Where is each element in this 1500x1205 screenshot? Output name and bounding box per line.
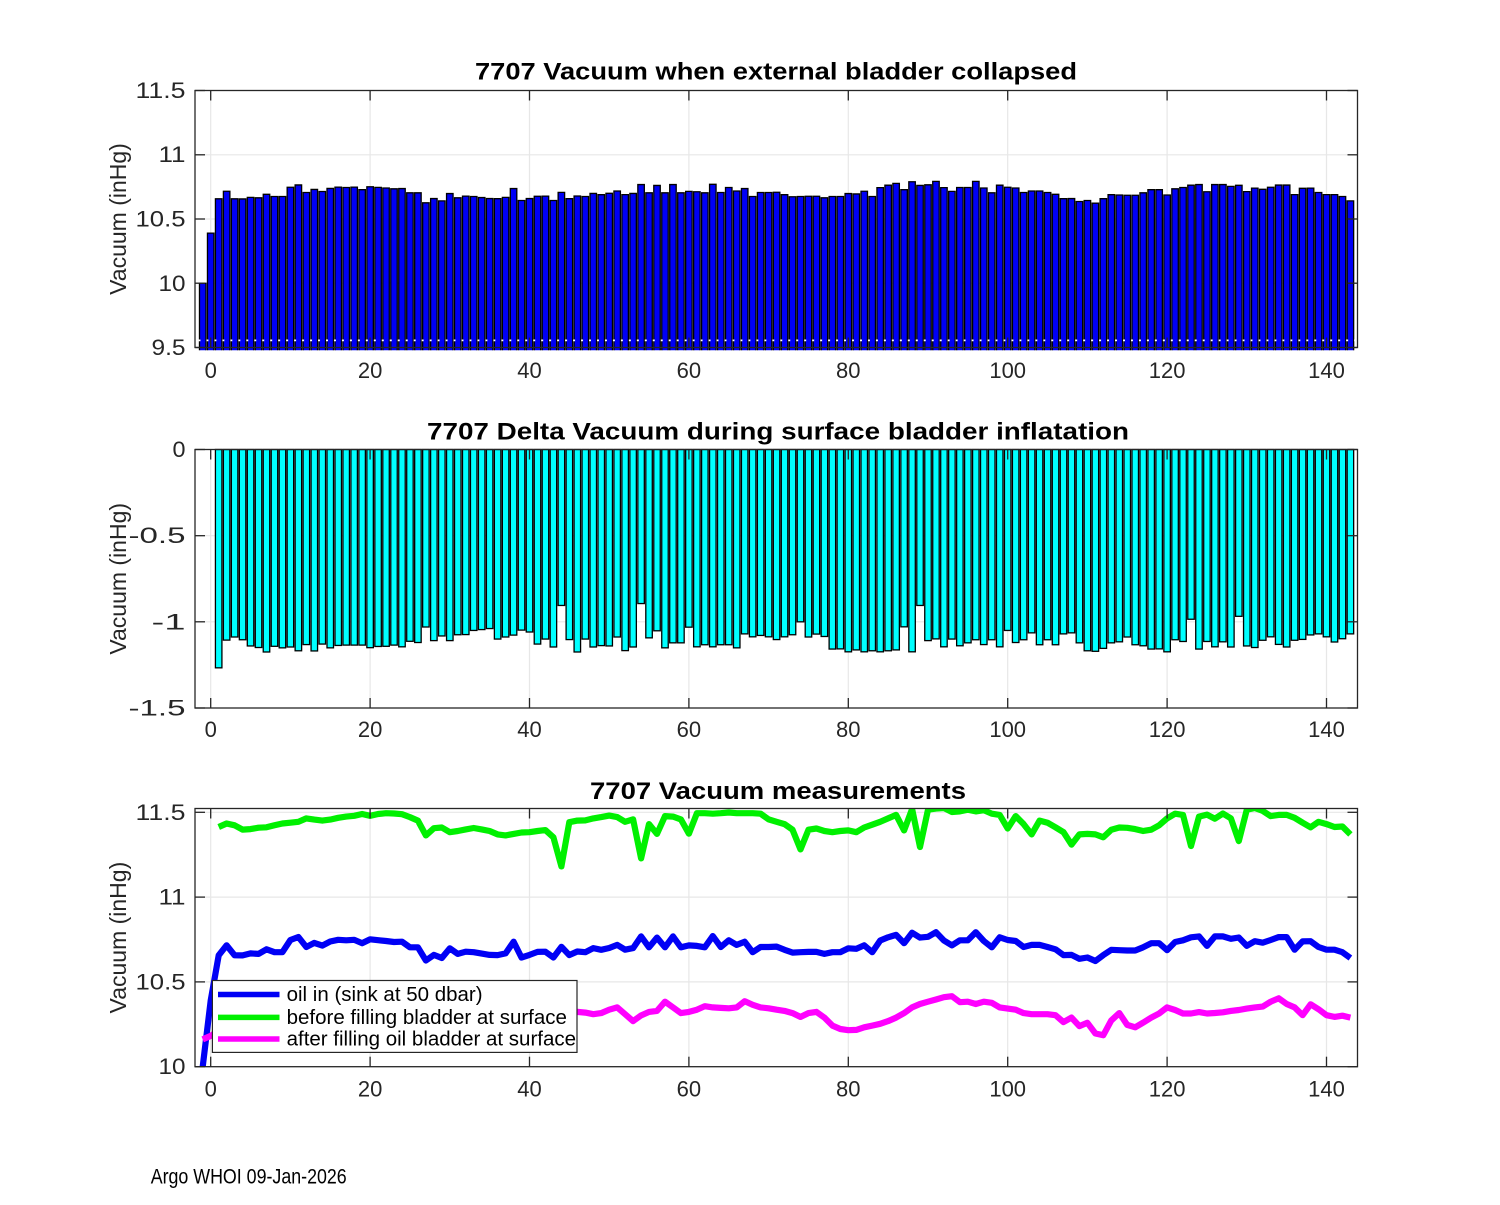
svg-text:-1.5: -1.5: [129, 696, 186, 721]
svg-text:Vacuum (inHg): Vacuum (inHg): [105, 143, 131, 295]
svg-text:10.5: 10.5: [136, 207, 186, 232]
svg-text:140: 140: [1308, 1077, 1345, 1102]
svg-text:before filling bladder at surf: before filling bladder at surface: [287, 1006, 567, 1029]
svg-text:120: 120: [1149, 717, 1186, 742]
svg-text:-1: -1: [152, 609, 186, 634]
svg-text:0: 0: [205, 1077, 217, 1102]
svg-text:7707 Vacuum when external blad: 7707 Vacuum when external bladder collap…: [475, 59, 1077, 86]
svg-text:10.5: 10.5: [136, 969, 186, 994]
svg-text:120: 120: [1149, 358, 1186, 383]
svg-text:11: 11: [159, 142, 186, 167]
svg-text:80: 80: [836, 717, 860, 742]
svg-text:100: 100: [989, 358, 1026, 383]
svg-text:oil in (sink at 50 dbar): oil in (sink at 50 dbar): [287, 983, 483, 1006]
svg-text:-0.5: -0.5: [129, 523, 186, 548]
svg-text:20: 20: [358, 717, 382, 742]
svg-text:60: 60: [677, 717, 701, 742]
svg-text:40: 40: [517, 717, 541, 742]
svg-text:0: 0: [173, 437, 186, 462]
svg-text:10: 10: [159, 1054, 186, 1079]
svg-text:120: 120: [1149, 1077, 1186, 1102]
svg-text:20: 20: [358, 358, 382, 383]
svg-text:140: 140: [1308, 717, 1345, 742]
svg-text:40: 40: [517, 1077, 541, 1102]
svg-text:10: 10: [159, 271, 186, 296]
svg-text:100: 100: [989, 717, 1026, 742]
svg-text:9.5: 9.5: [152, 335, 186, 360]
svg-text:60: 60: [677, 358, 701, 383]
svg-text:80: 80: [836, 358, 860, 383]
svg-text:7707 Vacuum measurements: 7707 Vacuum measurements: [590, 778, 966, 805]
svg-text:0: 0: [205, 358, 217, 383]
svg-text:60: 60: [677, 1077, 701, 1102]
svg-text:140: 140: [1308, 358, 1345, 383]
svg-text:11.5: 11.5: [136, 800, 186, 825]
svg-text:Vacuum (inHg): Vacuum (inHg): [105, 503, 131, 655]
svg-text:20: 20: [358, 1077, 382, 1102]
svg-text:after filling oil bladder at s: after filling oil bladder at surface: [287, 1028, 576, 1051]
svg-text:7707 Delta Vacuum during surfa: 7707 Delta Vacuum during surface bladder…: [427, 418, 1129, 445]
svg-text:80: 80: [836, 1077, 860, 1102]
svg-text:40: 40: [517, 358, 541, 383]
svg-text:Argo WHOI 09-Jan-2026: Argo WHOI 09-Jan-2026: [151, 1165, 347, 1188]
svg-text:100: 100: [989, 1077, 1026, 1102]
svg-text:0: 0: [205, 717, 217, 742]
svg-text:11: 11: [159, 885, 186, 910]
svg-text:11.5: 11.5: [136, 78, 186, 103]
svg-text:Vacuum (inHg): Vacuum (inHg): [105, 862, 131, 1014]
